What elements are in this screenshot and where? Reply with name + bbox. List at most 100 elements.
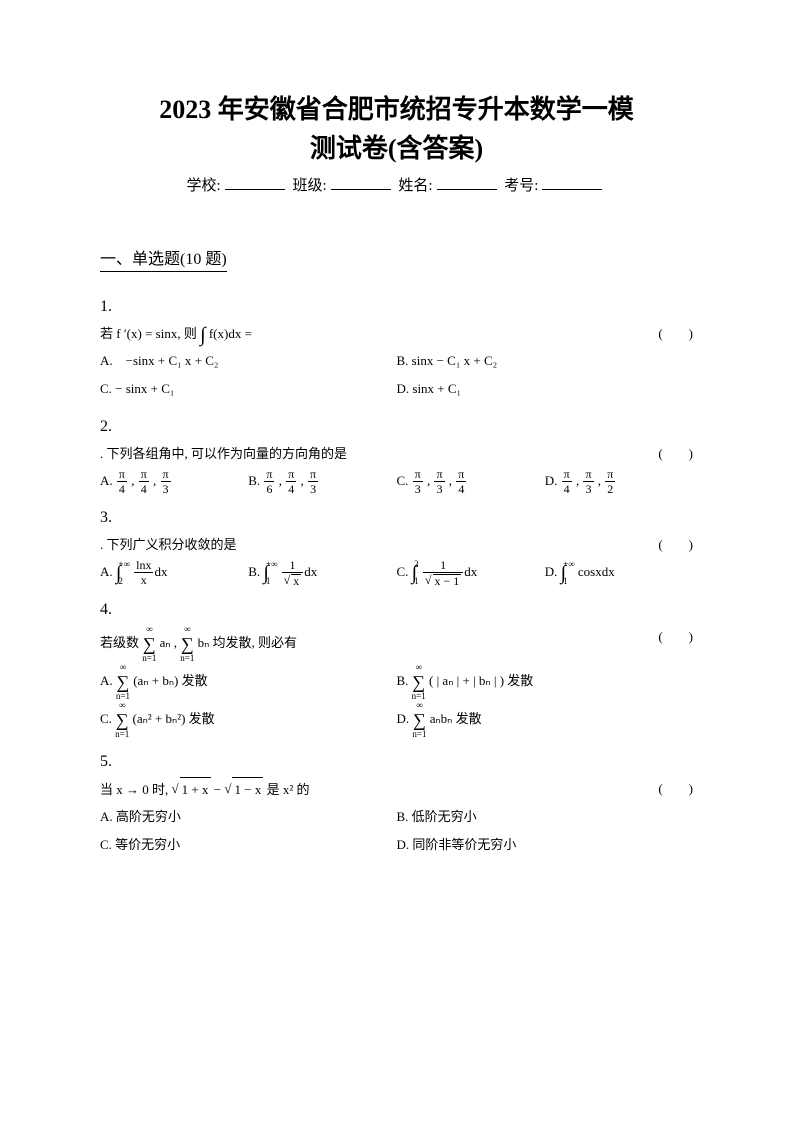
q1-stem: 若 f ′(x) = sinx, 则 ∫ f(x)dx = ( ) (100, 322, 693, 347)
q5-stem-prefix: 当 x → 0 时, (100, 782, 172, 797)
student-info-line: 学校: 班级: 姓名: 考号: (100, 174, 693, 195)
sigma-icon: ∞∑n=1 (180, 625, 194, 663)
q4-option-d: D. ∞∑n=1 aₙbₙ 发散 (397, 701, 694, 739)
q3-number: 3. (100, 509, 693, 527)
fraction: π3 (434, 468, 444, 495)
fraction: π4 (139, 468, 149, 495)
q5-option-b: B. 低阶无穷小 (397, 803, 694, 832)
section-heading: 一、单选题(10 题) (100, 245, 693, 284)
question-4: 4. 若级数 ∞∑n=1 aₙ , ∞∑n=1 bₙ 均发散, 则必有 ( ) … (100, 601, 693, 739)
q1-stem-suffix: f(x)dx = (209, 326, 252, 341)
sigma-icon: ∞∑n=1 (412, 663, 426, 701)
fraction: π4 (562, 468, 572, 495)
radical-icon: √ (425, 573, 432, 587)
opt-label: C. (397, 564, 412, 579)
int-limits: +∞1 (266, 560, 278, 586)
q3-stem: . 下列广义积分收敛的是 ( ) (100, 533, 693, 558)
fraction: π6 (264, 468, 274, 495)
opt-body: (aₙ + bₙ) 发散 (133, 673, 207, 688)
q1-options: A. −sinx + C₁ x + C₂ B. sinx − C₁ x + C₂… (100, 347, 693, 404)
minus: − (214, 782, 225, 797)
q2-number: 2. (100, 418, 693, 436)
opt-label: A. (100, 564, 116, 579)
q2-option-d: D. π4 , π3 , π2 (545, 467, 693, 496)
radical-icon: √ (172, 781, 179, 796)
name-label: 姓名: (398, 178, 432, 194)
examno-blank[interactable] (542, 174, 602, 190)
q3-option-b: B. ∫+∞1 1√xdx (248, 558, 396, 587)
opt-label: D. (397, 711, 413, 726)
opt-label: B. (248, 564, 263, 579)
school-blank[interactable] (225, 174, 285, 190)
q2-stem: . 下列各组角中, 可以作为向量的方向角的是 ( ) (100, 442, 693, 467)
q3-option-a: A. ∫+∞2 lnxxdx (100, 558, 248, 587)
exam-page: 2023 年安徽省合肥市统招专升本数学一模 测试卷(含答案) 学校: 班级: 姓… (0, 0, 793, 910)
fraction: π3 (583, 468, 593, 495)
opt-label: C. (100, 711, 115, 726)
q3-stem-text: . 下列广义积分收敛的是 (100, 537, 237, 552)
opt-label: D. (545, 564, 561, 579)
class-blank[interactable] (331, 174, 391, 190)
q1-option-d: D. sinx + C₁ (397, 375, 694, 404)
question-1: 1. 若 f ′(x) = sinx, 则 ∫ f(x)dx = ( ) A. … (100, 298, 693, 404)
q5-stem: 当 x → 0 时, √1 + x − √1 − x 是 x² 的 ( ) (100, 777, 693, 803)
sigma-icon: ∞∑n=1 (115, 701, 129, 739)
opt-label: A. (100, 673, 116, 688)
answer-paren: ( ) (658, 442, 693, 467)
series2-body: bₙ 均发散, 则必有 (198, 635, 297, 650)
dx: dx (304, 564, 317, 579)
exam-title: 2023 年安徽省合肥市统招专升本数学一模 测试卷(含答案) (100, 90, 693, 168)
integral-icon: ∫ (200, 325, 205, 345)
dx: dx (464, 564, 477, 579)
q1-option-b: B. sinx − C₁ x + C₂ (397, 347, 694, 376)
integrand: cosxdx (578, 564, 615, 579)
sigma-icon: ∞∑n=1 (412, 701, 426, 739)
q1-option-a: A. −sinx + C₁ x + C₂ (100, 347, 397, 376)
opt-label: C. (397, 473, 412, 488)
opt-body: aₙbₙ 发散 (430, 711, 482, 726)
int-limits: 21 (414, 560, 419, 586)
q3-options: A. ∫+∞2 lnxxdx B. ∫+∞1 1√xdx C. ∫21 1√x … (100, 558, 693, 587)
title-line-1: 2023 年安徽省合肥市统招专升本数学一模 (100, 90, 693, 129)
fraction: π3 (308, 468, 318, 495)
q2-option-c: C. π3 , π3 , π4 (397, 467, 545, 496)
q2-option-b: B. π6 , π4 , π3 (248, 467, 396, 496)
opt-body: ( | aₙ | + | bₙ | ) 发散 (429, 673, 533, 688)
radical-icon: √ (224, 781, 231, 796)
answer-paren: ( ) (658, 322, 693, 347)
section-title: 一、单选题(10 题) (100, 245, 227, 272)
question-5: 5. 当 x → 0 时, √1 + x − √1 − x 是 x² 的 ( )… (100, 753, 693, 860)
int-limits: +∞1 (563, 560, 575, 586)
q3-option-d: D. ∫+∞1 cosxdx (545, 558, 693, 587)
int-limits: +∞2 (118, 560, 130, 586)
q4-stem: 若级数 ∞∑n=1 aₙ , ∞∑n=1 bₙ 均发散, 则必有 ( ) (100, 625, 693, 663)
dx: dx (154, 564, 167, 579)
q4-number: 4. (100, 601, 693, 619)
q1-option-c: C. − sinx + C₁ (100, 375, 397, 404)
school-label: 学校: (187, 178, 221, 194)
q2-option-a: A. π4 , π4 , π3 (100, 467, 248, 496)
q4-option-b: B. ∞∑n=1 ( | aₙ | + | bₙ | ) 发散 (397, 663, 694, 701)
question-3: 3. . 下列广义积分收敛的是 ( ) A. ∫+∞2 lnxxdx B. ∫+… (100, 509, 693, 587)
q4-options: A. ∞∑n=1 (aₙ + bₙ) 发散 B. ∞∑n=1 ( | aₙ | … (100, 663, 693, 739)
radical-icon: √ (284, 573, 291, 587)
opt-label: B. (248, 473, 263, 488)
sigma-icon: ∞∑n=1 (116, 663, 130, 701)
opt-body: (aₙ² + bₙ²) 发散 (133, 711, 215, 726)
answer-paren: ( ) (658, 625, 693, 650)
fraction: π3 (161, 468, 171, 495)
fraction: π4 (286, 468, 296, 495)
sigma-icon: ∞∑n=1 (142, 625, 156, 663)
name-blank[interactable] (437, 174, 497, 190)
fraction: π4 (117, 468, 127, 495)
opt-label: A. (100, 473, 116, 488)
title-line-2: 测试卷(含答案) (100, 129, 693, 168)
q5-options: A. 高阶无穷小 B. 低阶无穷小 C. 等价无穷小 D. 同阶非等价无穷小 (100, 803, 693, 860)
q5-option-a: A. 高阶无穷小 (100, 803, 397, 832)
opt-label: D. (545, 473, 561, 488)
answer-paren: ( ) (658, 533, 693, 558)
q3-option-c: C. ∫21 1√x − 1dx (397, 558, 545, 587)
class-label: 班级: (292, 178, 326, 194)
opt-label: B. (397, 673, 412, 688)
q5-option-d: D. 同阶非等价无穷小 (397, 831, 694, 860)
